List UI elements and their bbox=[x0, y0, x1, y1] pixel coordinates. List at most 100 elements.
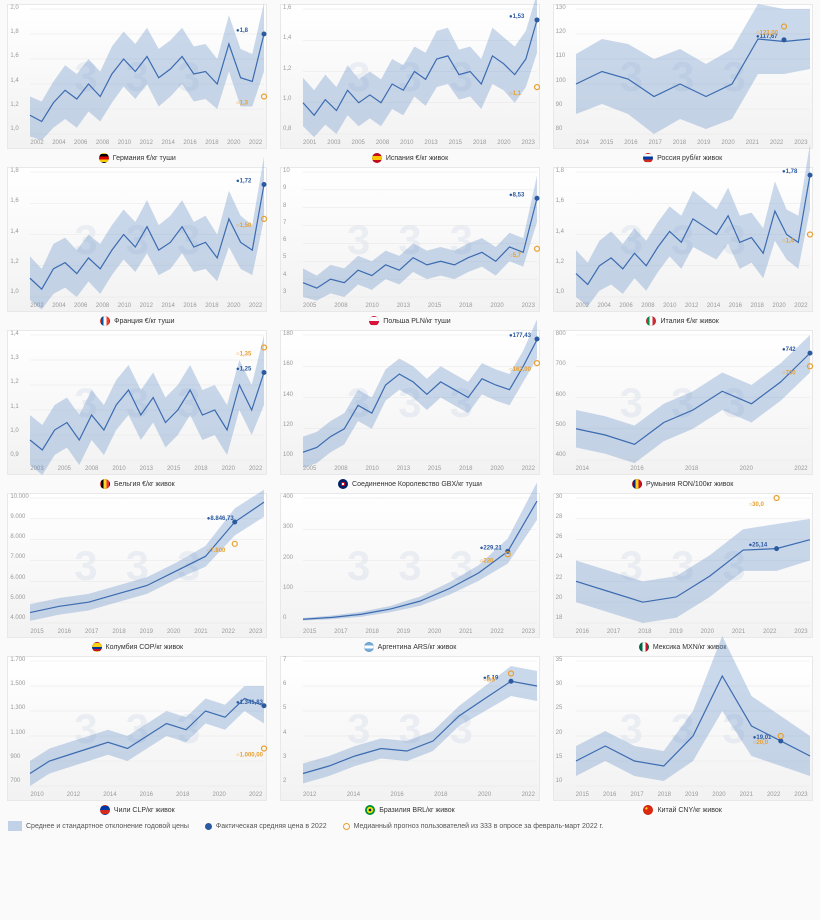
ring-swatch-icon bbox=[343, 823, 350, 830]
svg-text:○123,00: ○123,00 bbox=[756, 31, 779, 37]
flag-icon bbox=[369, 316, 379, 326]
x-axis: 20052008201020132015201820202023 bbox=[303, 303, 535, 309]
y-axis: 8090100110120130 bbox=[556, 5, 566, 132]
plot-area: ●1,53○1,1 bbox=[303, 9, 535, 132]
chart-title: Бельгия €/кг живок bbox=[100, 479, 175, 489]
chart-panel: 3331001201401601802005200820102013201520… bbox=[277, 330, 544, 489]
svg-text:●1,8: ●1,8 bbox=[236, 28, 249, 34]
chart-panel: 3331015202530352015201620172018201920202… bbox=[549, 656, 816, 815]
chart-box: 3331001201401601802005200820102013201520… bbox=[280, 330, 540, 475]
flag-icon bbox=[338, 479, 348, 489]
svg-text:○5,7: ○5,7 bbox=[509, 253, 522, 259]
chart-panel: 3331,01,21,41,61,82002200420062008201020… bbox=[4, 167, 271, 326]
svg-text:○1,50: ○1,50 bbox=[236, 223, 252, 229]
plot-area: ●1.341,83 ○1.000,00 bbox=[30, 661, 262, 784]
svg-text:●1,78: ●1,78 bbox=[782, 169, 798, 175]
band-swatch-icon bbox=[8, 821, 22, 831]
flag-icon bbox=[639, 642, 649, 652]
plot-area: ●8.846,73○7.800 bbox=[30, 498, 262, 621]
chart-title: Мексика MXN/кг живок bbox=[639, 642, 727, 652]
svg-text:○7.800: ○7.800 bbox=[207, 548, 226, 554]
plot-area: ●742 ○700 bbox=[576, 335, 808, 458]
plot-area: ●1,8○1,3 bbox=[30, 9, 262, 132]
svg-text:○1,4: ○1,4 bbox=[782, 239, 795, 245]
plot-area: ●229,21○220 bbox=[303, 498, 535, 621]
chart-panel: 333234567201220142016201820202022●6,19○6… bbox=[277, 656, 544, 815]
chart-box: 3331,01,21,41,61,82,02002200420062008201… bbox=[7, 4, 267, 149]
chart-box: 3337009001.1001.3001.5001.70020102012201… bbox=[7, 656, 267, 801]
svg-text:●1,72: ●1,72 bbox=[236, 179, 252, 185]
svg-text:●177,43: ●177,43 bbox=[509, 333, 532, 339]
y-axis: 100120140160180 bbox=[283, 331, 293, 458]
plot-area: ●1,72 ○1,50 bbox=[30, 172, 262, 295]
legend-band: Среднее и стандартное отклонение годовой… bbox=[8, 821, 189, 831]
x-axis: 2014201520162017201820192020202120222023 bbox=[576, 140, 808, 146]
y-axis: 1,01,21,41,61,82,0 bbox=[10, 5, 18, 132]
chart-panel: 3331,01,21,41,61,82002200420062008201020… bbox=[549, 167, 816, 326]
svg-text:●1.341,83: ●1.341,83 bbox=[236, 700, 264, 706]
chart-title-text: Бразилия BRL/кг живок bbox=[379, 807, 454, 814]
chart-title-text: Румыния RON/100кг живок bbox=[646, 481, 733, 488]
chart-title-text: Испания €/кг живок bbox=[386, 155, 448, 162]
x-axis: 20162017201820192020202120222023 bbox=[576, 629, 808, 635]
legend-band-label: Среднее и стандартное отклонение годовой… bbox=[26, 823, 189, 830]
chart-box: 3331,01,21,41,61,82002200420062008201020… bbox=[7, 167, 267, 312]
plot-area: ●6,19○6,5 bbox=[303, 661, 535, 784]
x-axis: 201520162017201820192020202120222023 bbox=[30, 629, 262, 635]
chart-panel: 3331820222426283020162017201820192020202… bbox=[549, 493, 816, 652]
x-axis: 200320052008201020132015201820202022 bbox=[30, 466, 262, 472]
dot-swatch-icon bbox=[205, 823, 212, 830]
chart-panel: 3330,91,01,11,21,31,42003200520082010201… bbox=[4, 330, 271, 489]
x-axis: 2002200420062008201020122014201620182020… bbox=[30, 303, 262, 309]
y-axis: 1,01,21,41,61,8 bbox=[10, 168, 18, 295]
flag-icon bbox=[92, 642, 102, 652]
flag-icon bbox=[364, 642, 374, 652]
chart-title-text: Германия €/кг туши bbox=[113, 155, 176, 162]
svg-text:○6,5: ○6,5 bbox=[483, 678, 496, 684]
svg-text:●742: ●742 bbox=[782, 347, 796, 353]
legend: Среднее и стандартное отклонение годовой… bbox=[4, 821, 816, 831]
y-axis: 18202224262830 bbox=[556, 494, 563, 621]
flag-icon bbox=[100, 805, 110, 815]
chart-box: 3333456789102005200820102013201520182020… bbox=[280, 167, 540, 312]
chart-title-text: Россия руб/кг живок bbox=[657, 155, 722, 162]
chart-box: 33340050060070080020142016201820202022●7… bbox=[553, 330, 813, 475]
chart-title-text: Бельгия €/кг живок bbox=[114, 481, 175, 488]
y-axis: 400500600700800 bbox=[556, 331, 566, 458]
chart-panel: 3331,01,21,41,61,82,02002200420062008201… bbox=[4, 4, 271, 163]
plot-area: ●1,25○1,35 bbox=[30, 335, 262, 458]
chart-title-text: Китай CNY/кг живок bbox=[657, 807, 721, 814]
svg-text:○1.000,00: ○1.000,00 bbox=[236, 753, 264, 759]
chart-title: Румыния RON/100кг живок bbox=[632, 479, 733, 489]
svg-text:●25,14: ●25,14 bbox=[748, 543, 767, 549]
y-axis: 234567 bbox=[283, 657, 286, 784]
svg-text:○162,00: ○162,00 bbox=[509, 367, 532, 373]
y-axis: 0,91,01,11,21,31,4 bbox=[10, 331, 18, 458]
legend-actual-label: Фактическая средняя цена в 2022 bbox=[216, 823, 327, 830]
chart-title: Италия €/кг живок bbox=[646, 316, 718, 326]
chart-title: Испания €/кг живок bbox=[372, 153, 448, 163]
chart-title-text: Италия €/кг живок bbox=[660, 318, 718, 325]
chart-box: 3330,91,01,11,21,31,42003200520082010201… bbox=[7, 330, 267, 475]
svg-text:○20,0: ○20,0 bbox=[752, 740, 768, 746]
chart-box: 3338090100110120130201420152016201720182… bbox=[553, 4, 813, 149]
legend-forecast: Медианный прогноз пользователей из 333 в… bbox=[343, 823, 604, 830]
plot-area: ●19,01○20,0 bbox=[576, 661, 808, 784]
x-axis: 201520162017201820192020202120222023 bbox=[576, 792, 808, 798]
chart-box: 3330,81,01,21,41,62001200320052008201020… bbox=[280, 4, 540, 149]
chart-panel: 33340050060070080020142016201820202022●7… bbox=[549, 330, 816, 489]
svg-text:○700: ○700 bbox=[782, 370, 796, 376]
y-axis: 0100200300400 bbox=[283, 494, 293, 621]
y-axis: 4.0005.0006.0007.0008.0009.00010.000 bbox=[10, 494, 28, 621]
plot-area: ●177,43 ○162,00 bbox=[303, 335, 535, 458]
y-axis: 0,81,01,21,41,6 bbox=[283, 5, 291, 132]
svg-text:○1,35: ○1,35 bbox=[236, 352, 252, 358]
flag-icon bbox=[100, 316, 110, 326]
x-axis: 2002200420062008201020122014201620182020… bbox=[576, 303, 808, 309]
chart-title: Китай CNY/кг живок bbox=[643, 805, 721, 815]
svg-text:●229,21: ●229,21 bbox=[480, 545, 503, 551]
chart-title: Бразилия BRL/кг живок bbox=[365, 805, 454, 815]
y-axis: 345678910 bbox=[283, 168, 290, 295]
svg-text:○30,0: ○30,0 bbox=[748, 502, 764, 508]
svg-text:○1,1: ○1,1 bbox=[509, 91, 522, 97]
